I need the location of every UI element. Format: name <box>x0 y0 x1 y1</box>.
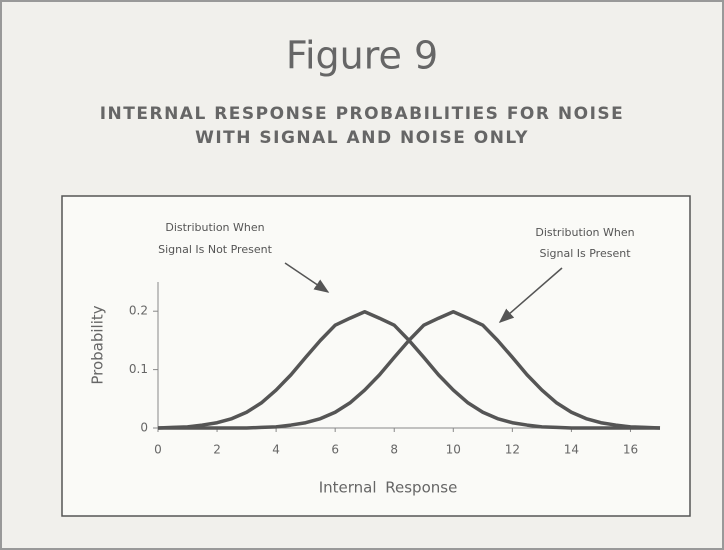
x-tick-label: 0 <box>154 443 162 457</box>
y-tick-label: 0 <box>140 421 148 435</box>
x-tick-label: 12 <box>505 443 520 457</box>
subtitle: WITH SIGNAL AND NOISE ONLY <box>195 128 529 148</box>
annotation: Signal Is Present <box>539 247 631 260</box>
arrow <box>498 267 563 323</box>
chart-title: Figure 9 <box>286 34 438 78</box>
x-tick-label: 16 <box>623 443 638 457</box>
plot-frame <box>61 195 691 517</box>
arrow <box>284 262 330 293</box>
subtitle: INTERNAL RESPONSE PROBABILITIES FOR NOIS… <box>100 104 625 124</box>
x-axis-label: Internal Response <box>319 479 458 497</box>
annotation: Distribution When <box>165 221 264 234</box>
x-tick-label: 10 <box>446 443 461 457</box>
y-tick-label: 0.1 <box>129 362 148 376</box>
curve <box>158 310 661 430</box>
x-tick-label: 14 <box>564 443 579 457</box>
x-tick-label: 8 <box>390 443 398 457</box>
annotation: Signal Is Not Present <box>158 243 272 256</box>
x-tick-label: 4 <box>272 443 280 457</box>
x-tick-label: 2 <box>213 443 221 457</box>
y-axis-label: Probability <box>89 305 107 384</box>
x-tick-label: 6 <box>331 443 339 457</box>
annotation: Distribution When <box>535 226 634 239</box>
y-tick-label: 0.2 <box>129 304 148 318</box>
